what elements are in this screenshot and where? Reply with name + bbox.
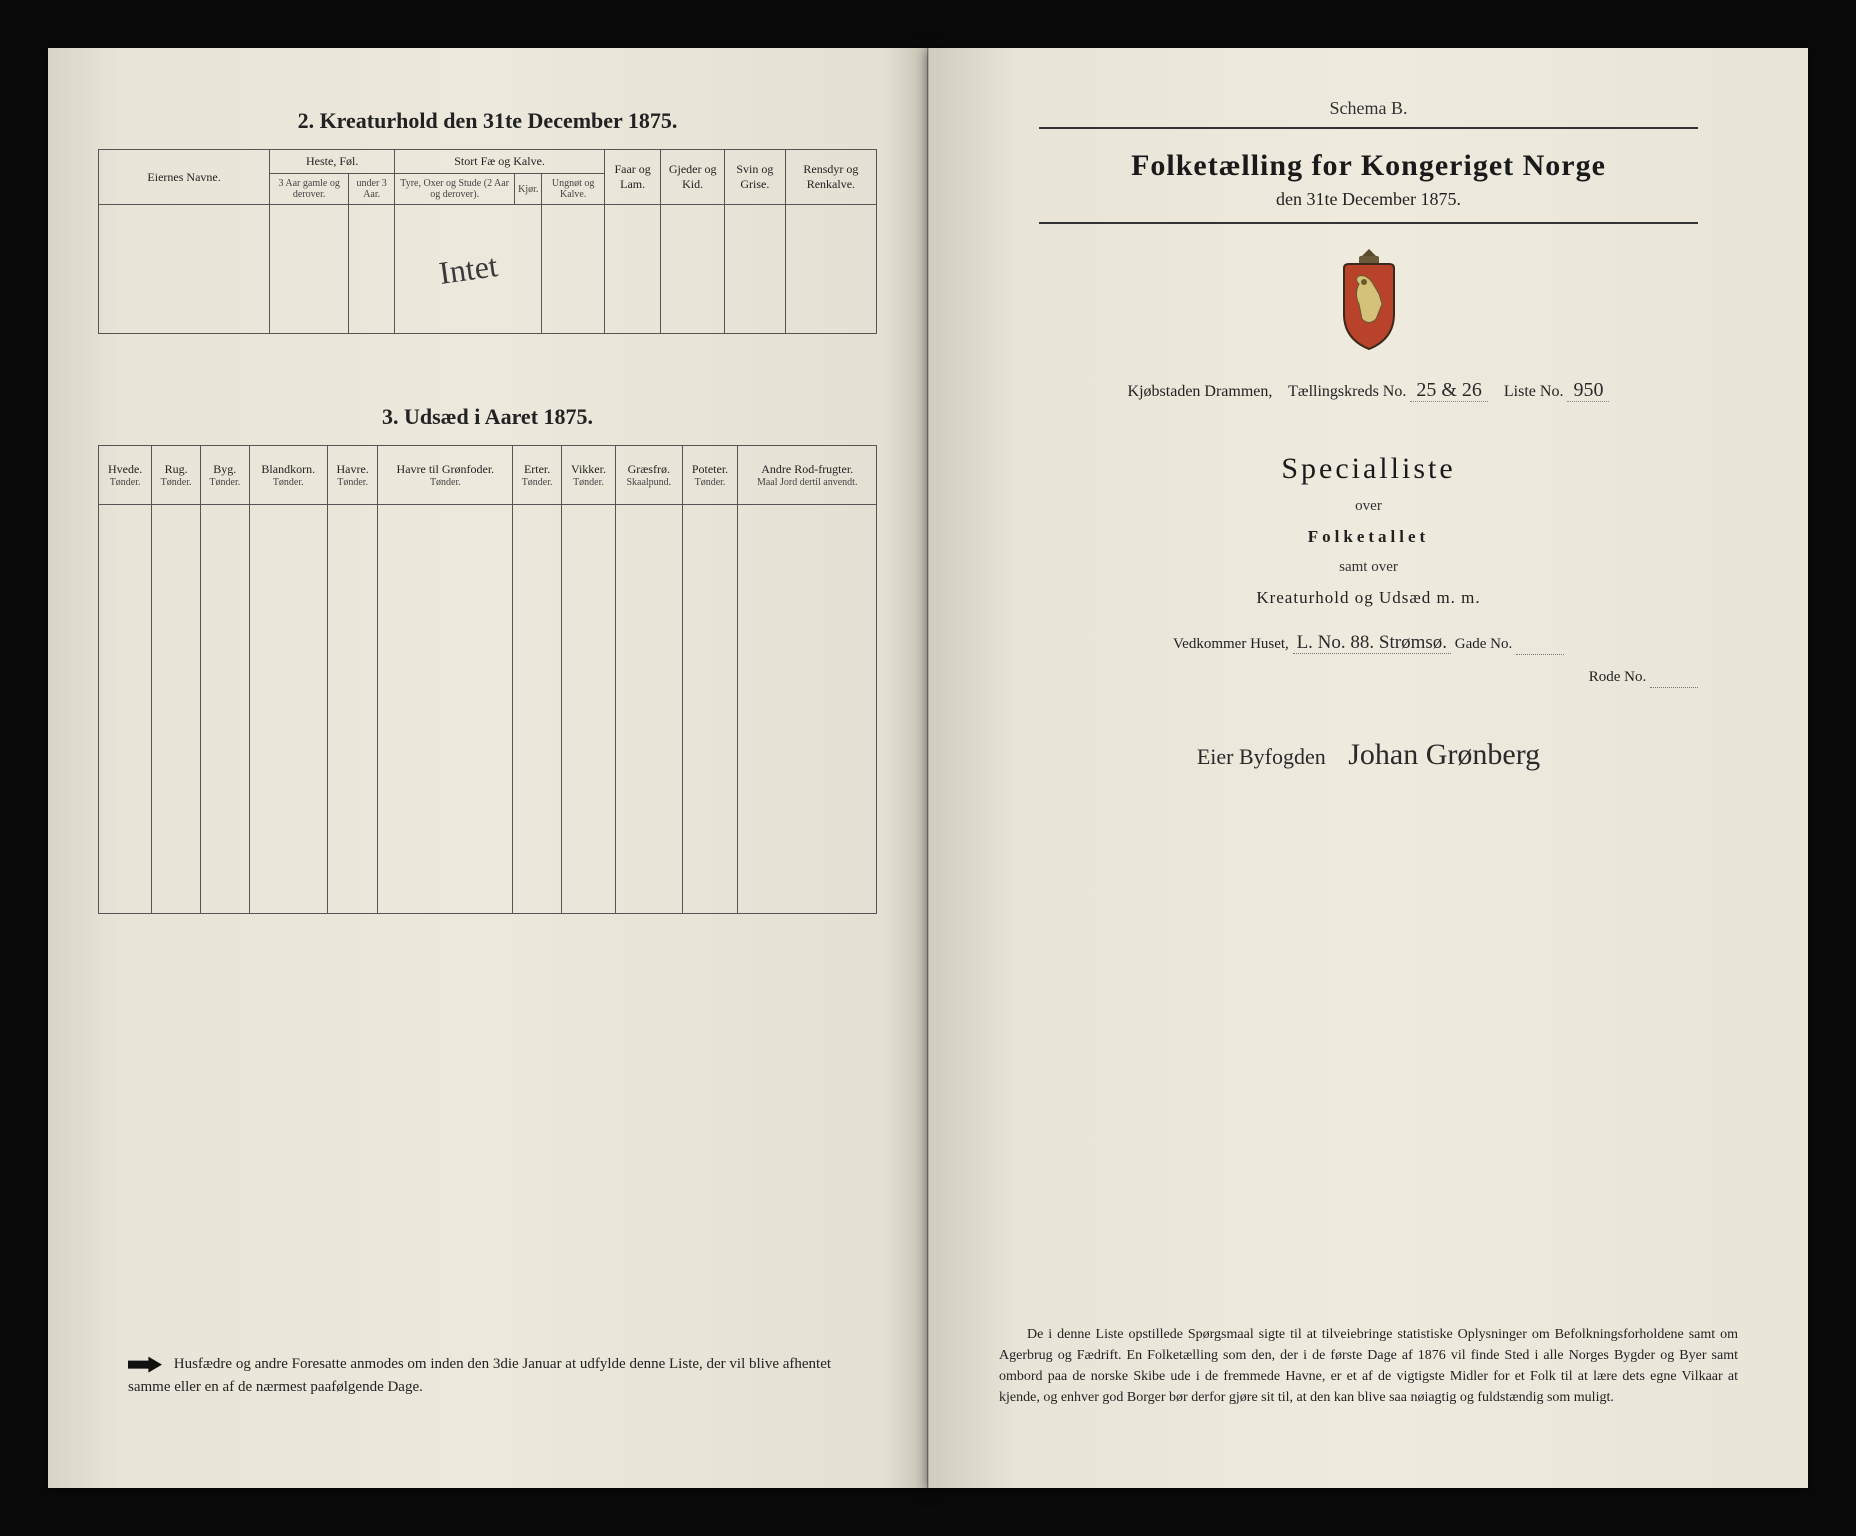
col-havre-gron: Havre til Grønfoder.Tønder.: [378, 446, 513, 505]
section2-title: 2. Kreaturhold den 31te December 1875.: [98, 108, 877, 134]
house-label: Vedkommer Huset,: [1173, 636, 1289, 652]
stort-sub1: Tyre, Oxer og Stude (2 Aar og derover).: [395, 174, 515, 205]
schema-label: Schema B.: [979, 98, 1758, 119]
seed-header-row: Hvede.Tønder. Rug.Tønder. Byg.Tønder. Bl…: [99, 446, 877, 505]
col-poteter: Poteter.Tønder.: [682, 446, 738, 505]
col-havre: Havre.Tønder.: [327, 446, 378, 505]
col-vikker: Vikker.Tønder.: [561, 446, 615, 505]
house-line: Vedkommer Huset, L. No. 88. Strømsø. Gad…: [1039, 632, 1698, 655]
owner-signature: Eier Byfogden Johan Grønberg: [979, 738, 1758, 772]
bottom-paragraph: De i denne Liste opstillede Spørgsmaal s…: [999, 1324, 1738, 1408]
stort-sub3: Ungnøt og Kalve.: [542, 174, 605, 205]
census-title: Folketælling for Kongeriget Norge: [979, 149, 1758, 183]
faar-col: Faar og Lam.: [604, 150, 660, 205]
mid-rule: [1039, 222, 1698, 224]
col-erter: Erter.Tønder.: [513, 446, 562, 505]
col-andre: Andre Rod-frugter.Maal Jord dertil anven…: [738, 446, 877, 505]
col-hvede: Hvede.Tønder.: [99, 446, 152, 505]
svin-col: Svin og Grise.: [725, 150, 786, 205]
kreds-value: 25 & 26: [1410, 379, 1488, 402]
city-label: Kjøbstaden Drammen,: [1128, 383, 1273, 400]
stort-group: Stort Fæ og Kalve.: [395, 150, 605, 174]
stort-sub2: Kjør.: [515, 174, 542, 205]
livestock-table: Eiernes Navne. Heste, Føl. Stort Fæ og K…: [98, 149, 877, 334]
census-date: den 31te December 1875.: [979, 189, 1758, 210]
house-value: L. No. 88. Strømsø.: [1293, 632, 1451, 654]
gade-label: Gade No.: [1455, 636, 1512, 652]
col-graesfro: Græsfrø.Skaalpund.: [616, 446, 683, 505]
col-rug: Rug.Tønder.: [152, 446, 201, 505]
top-rule: [1039, 127, 1698, 129]
heste-sub2: under 3 Aar.: [349, 174, 395, 205]
livestock-row: Intet: [99, 205, 877, 334]
gade-value: [1516, 632, 1564, 655]
col-byg: Byg.Tønder.: [200, 446, 249, 505]
rode-line: Rode No.: [1039, 665, 1698, 688]
liste-value: 950: [1567, 379, 1609, 402]
rode-value: [1650, 665, 1698, 688]
rode-label: Rode No.: [1589, 669, 1647, 685]
owner-name: Johan Grønberg: [1348, 738, 1540, 771]
spec-over: over: [979, 498, 1758, 515]
heste-sub1: 3 Aar gamle og derover.: [270, 174, 349, 205]
heste-group: Heste, Føl.: [270, 150, 395, 174]
spec-samt: samt over: [979, 559, 1758, 576]
seed-data-row: [99, 505, 877, 914]
book-spread: 2. Kreaturhold den 31te December 1875. E…: [48, 48, 1808, 1488]
section3-title: 3. Udsæd i Aaret 1875.: [98, 404, 877, 430]
kreds-label: Tællingskreds No.: [1288, 383, 1406, 400]
footnote-text: Husfædre og andre Foresatte anmodes om i…: [128, 1356, 831, 1395]
right-page: Schema B. Folketælling for Kongeriget No…: [928, 48, 1808, 1488]
left-footnote: Husfædre og andre Foresatte anmodes om i…: [128, 1353, 867, 1398]
handwritten-intet: Intet: [437, 247, 500, 292]
pointing-hand-icon: [128, 1355, 162, 1375]
owner-col: Eiernes Navne.: [99, 150, 270, 205]
ren-col: Rensdyr og Renkalve.: [785, 150, 876, 205]
location-line: Kjøbstaden Drammen, Tællingskreds No. 25…: [979, 379, 1758, 402]
liste-label: Liste No.: [1504, 383, 1564, 400]
coat-of-arms: [979, 244, 1758, 359]
spec-kreaturhold: Kreaturhold og Udsæd m. m.: [979, 588, 1758, 608]
left-page: 2. Kreaturhold den 31te December 1875. E…: [48, 48, 928, 1488]
col-blandkorn: Blandkorn.Tønder.: [249, 446, 327, 505]
gjeder-col: Gjeder og Kid.: [661, 150, 725, 205]
seed-table: Hvede.Tønder. Rug.Tønder. Byg.Tønder. Bl…: [98, 445, 877, 914]
spec-folketallet: Folketallet: [979, 527, 1758, 547]
specialliste-title: Specialliste: [979, 452, 1758, 486]
owner-prefix: Eier Byfogden: [1197, 744, 1326, 769]
